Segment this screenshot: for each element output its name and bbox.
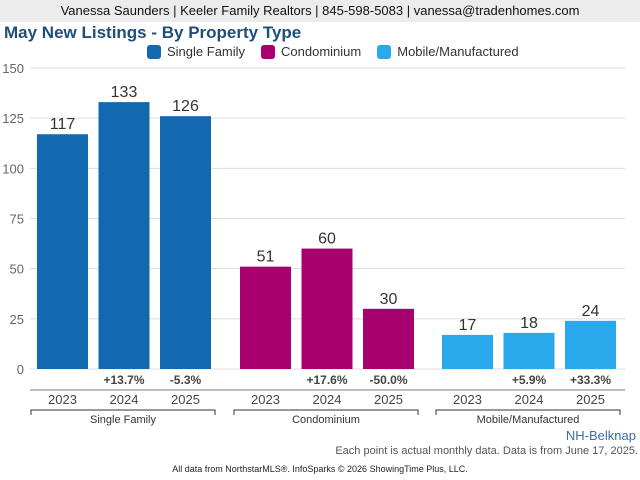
legend-swatch: [377, 44, 392, 59]
data-label: 133: [111, 84, 138, 101]
footer-credit: All data from NorthstarMLS®. InfoSparks …: [172, 464, 468, 474]
y-tick-label: 150: [2, 61, 24, 76]
legend-label: Condominium: [281, 44, 362, 59]
bar: [301, 248, 353, 369]
change-label: +33.3%: [570, 373, 611, 387]
change-label: +13.7%: [103, 373, 144, 387]
data-label: 24: [582, 303, 600, 320]
data-label: 17: [459, 317, 477, 334]
data-label: 117: [50, 116, 76, 133]
y-tick-label: 50: [10, 262, 24, 277]
chart-title: May New Listings - By Property Type: [4, 23, 302, 42]
change-label: -50.0%: [369, 373, 407, 387]
change-label: -5.3%: [170, 373, 202, 387]
data-label: 18: [520, 315, 538, 332]
change-label: +17.6%: [306, 373, 347, 387]
bar: [98, 102, 150, 369]
data-label: 51: [257, 249, 275, 266]
x-tick-label: 2025: [576, 392, 605, 407]
y-tick-label: 75: [10, 212, 24, 227]
y-tick-label: 125: [2, 111, 24, 126]
y-tick-label: 25: [10, 312, 24, 327]
x-tick-label: 2024: [313, 392, 342, 407]
region-label[interactable]: NH-Belknap: [565, 428, 636, 443]
legend-label: Single Family: [167, 44, 246, 59]
legend-item-mobile[interactable]: Mobile/Manufactured: [377, 44, 519, 59]
x-tick-label: 2025: [374, 392, 403, 407]
y-tick-label: 0: [17, 362, 24, 377]
group-label: Condominium: [292, 414, 360, 426]
x-tick-label: 2023: [48, 392, 77, 407]
bar-chart: 0 25 50 75 100 125 150 117 2023 133 +13.7% 2024 126 -…: [2, 61, 625, 426]
bar: [363, 308, 414, 369]
bar: [37, 134, 88, 369]
legend-item-condominium[interactable]: Condominium: [261, 44, 361, 59]
x-tick-label: 2023: [453, 392, 482, 407]
group-bracket: [233, 409, 419, 415]
y-tick-label: 100: [2, 161, 24, 176]
legend: Single Family Condominium Mobile/Manufac…: [147, 44, 535, 59]
bar: [160, 116, 211, 369]
data-label: 126: [172, 98, 199, 115]
data-label: 30: [380, 291, 398, 308]
legend-item-single-family[interactable]: Single Family: [147, 44, 245, 59]
x-tick-label: 2025: [171, 392, 200, 407]
change-label: +5.9%: [512, 373, 547, 387]
group-bracket: [30, 409, 216, 415]
x-tick-label: 2023: [251, 392, 280, 407]
bar: [565, 320, 616, 369]
legend-label: Mobile/Manufactured: [397, 44, 519, 59]
bar: [240, 266, 291, 369]
data-note: Each point is actual monthly data. Data …: [335, 445, 638, 457]
group-bracket: [435, 409, 621, 415]
x-tick-label: 2024: [515, 392, 544, 407]
group-label: Mobile/Manufactured: [477, 414, 580, 426]
bar: [503, 332, 555, 369]
group-label: Single Family: [90, 414, 157, 426]
legend-swatch: [147, 44, 161, 59]
x-tick-label: 2024: [110, 392, 139, 407]
legend-swatch: [261, 44, 276, 59]
contact-header: Vanessa Saunders | Keeler Family Realtor…: [0, 0, 640, 22]
data-label: 60: [318, 231, 336, 248]
bar: [442, 334, 493, 369]
